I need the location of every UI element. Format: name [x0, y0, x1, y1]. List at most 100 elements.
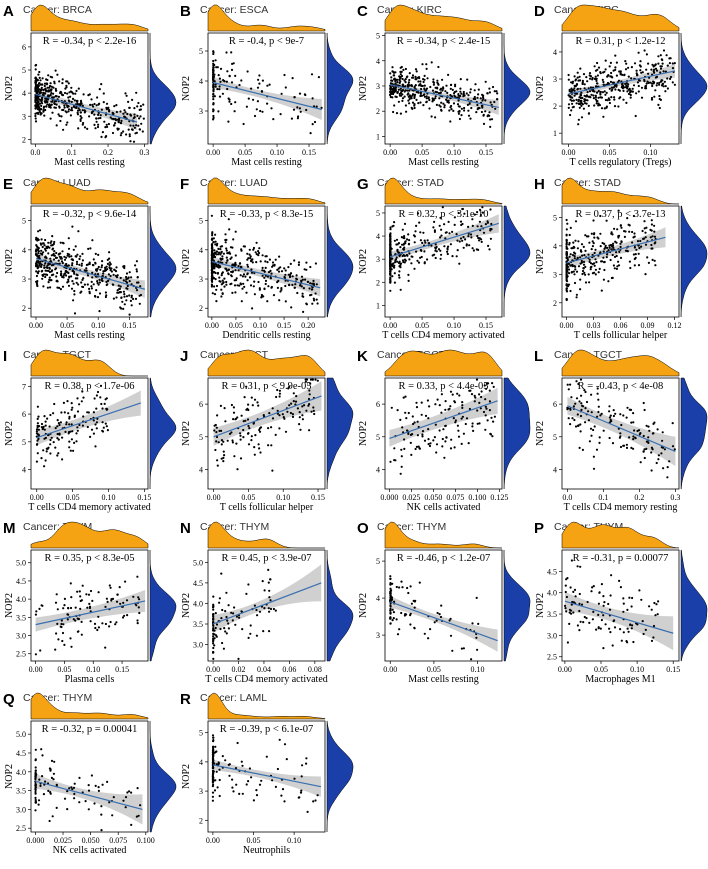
data-point — [271, 779, 274, 782]
data-point — [220, 295, 223, 298]
data-point — [620, 226, 623, 229]
data-point — [448, 232, 451, 235]
data-point — [622, 631, 625, 634]
data-point — [288, 275, 292, 279]
data-point — [43, 266, 46, 269]
data-point — [461, 401, 464, 404]
data-point — [312, 409, 315, 412]
data-point — [617, 264, 621, 267]
data-point — [220, 429, 223, 432]
data-point — [37, 73, 40, 76]
data-point — [216, 414, 219, 417]
data-point — [134, 297, 138, 300]
data-point — [34, 809, 37, 812]
data-point — [122, 601, 125, 604]
data-point — [591, 78, 594, 81]
data-point — [72, 618, 75, 621]
data-point — [233, 606, 236, 609]
data-point — [673, 83, 676, 86]
data-point — [301, 292, 304, 295]
x-tick-label: 0.1 — [67, 148, 77, 157]
data-point — [590, 93, 593, 96]
data-point — [491, 382, 494, 385]
data-point — [594, 75, 597, 78]
data-point — [459, 94, 462, 98]
data-point — [48, 819, 51, 823]
data-point — [39, 79, 42, 82]
data-point — [486, 419, 489, 422]
data-point — [424, 414, 428, 417]
data-point — [212, 78, 215, 81]
data-point — [36, 272, 40, 275]
data-point — [48, 266, 51, 269]
data-point — [661, 62, 664, 65]
data-point — [212, 606, 215, 609]
data-point — [266, 275, 270, 278]
data-point — [473, 400, 476, 403]
data-point — [76, 617, 79, 620]
data-point — [593, 104, 596, 107]
data-point — [613, 98, 616, 101]
data-point — [125, 278, 128, 281]
data-point — [413, 241, 416, 244]
data-point — [217, 74, 220, 77]
data-point — [259, 260, 262, 263]
data-point — [43, 264, 46, 267]
data-point — [489, 208, 492, 211]
data-point — [42, 425, 45, 428]
data-point — [130, 294, 133, 297]
data-point — [245, 385, 248, 388]
data-point — [575, 102, 578, 105]
data-point — [611, 81, 614, 84]
data-point — [212, 623, 215, 627]
data-point — [659, 67, 663, 70]
data-point — [267, 607, 270, 610]
data-point — [105, 294, 108, 297]
data-point — [628, 596, 631, 599]
data-point — [392, 86, 395, 89]
data-point — [36, 452, 39, 455]
data-point — [88, 115, 91, 118]
y-tick-label: 2 — [553, 102, 557, 111]
data-point — [216, 66, 219, 69]
data-point — [565, 239, 568, 242]
data-point — [212, 621, 215, 624]
data-point — [268, 610, 271, 613]
data-point — [637, 429, 641, 432]
data-point — [34, 786, 37, 789]
data-point — [591, 245, 594, 248]
data-point — [280, 287, 283, 290]
data-point — [90, 428, 94, 431]
data-point — [38, 102, 42, 105]
data-point — [413, 600, 416, 603]
data-point — [632, 412, 635, 415]
data-point — [389, 609, 392, 612]
data-point — [444, 90, 447, 93]
data-point — [481, 206, 484, 209]
data-point — [613, 267, 616, 270]
data-point — [619, 256, 623, 259]
data-point — [296, 117, 299, 120]
data-point — [642, 450, 645, 453]
data-point — [434, 247, 437, 250]
data-point — [311, 302, 314, 305]
data-point — [614, 68, 617, 71]
data-point — [53, 250, 56, 253]
data-point — [256, 86, 260, 89]
data-point — [470, 658, 473, 661]
data-point — [211, 791, 215, 794]
data-point — [575, 380, 578, 383]
data-point — [241, 287, 244, 290]
data-point — [420, 84, 423, 87]
data-point — [247, 97, 250, 100]
data-point — [226, 87, 229, 91]
top-density-curve — [384, 177, 503, 205]
data-point — [124, 92, 127, 95]
data-point — [105, 425, 108, 428]
data-point — [405, 613, 408, 616]
right-density-curve — [326, 377, 354, 490]
data-point — [55, 89, 58, 92]
data-point — [138, 128, 141, 131]
data-point — [597, 66, 601, 69]
data-point — [626, 87, 629, 90]
